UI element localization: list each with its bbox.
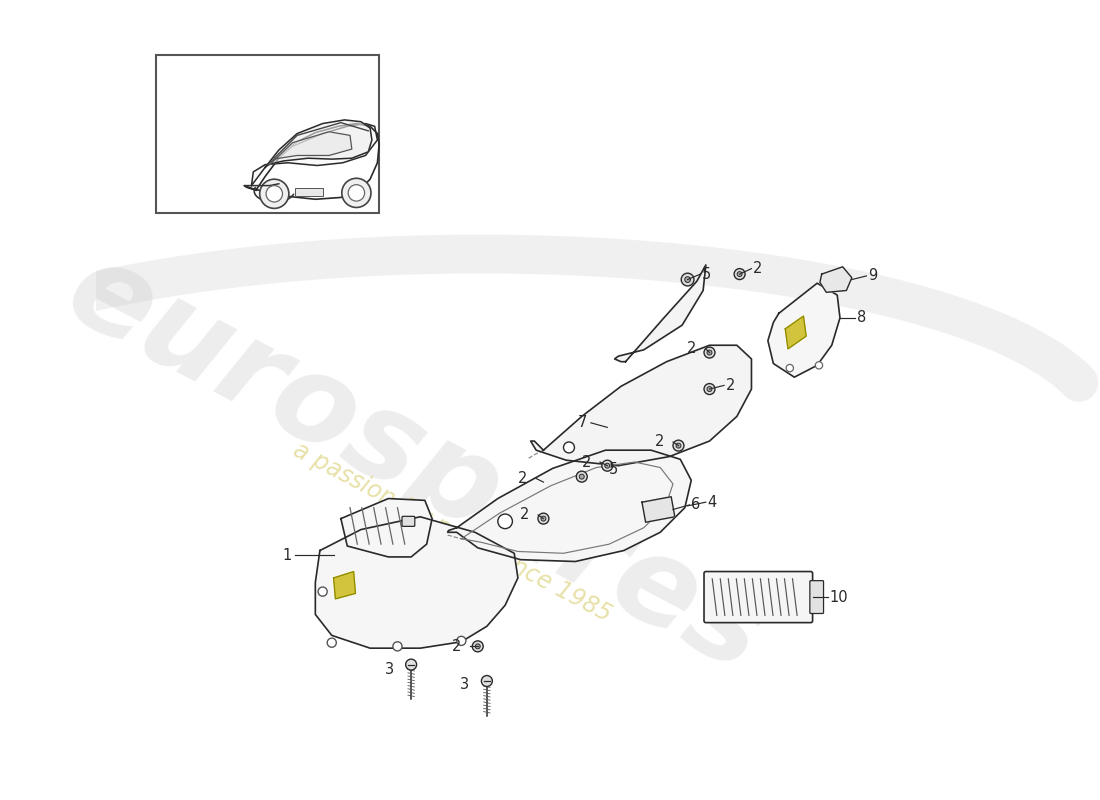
Polygon shape — [642, 497, 674, 522]
Circle shape — [676, 443, 681, 448]
Text: 9: 9 — [868, 269, 878, 283]
Circle shape — [538, 513, 549, 524]
Circle shape — [393, 642, 402, 651]
Circle shape — [734, 269, 745, 279]
Circle shape — [266, 186, 283, 202]
Text: 3: 3 — [385, 662, 394, 677]
Circle shape — [707, 350, 712, 355]
Text: 4: 4 — [707, 494, 717, 510]
Polygon shape — [270, 132, 352, 165]
Text: 8: 8 — [857, 310, 867, 326]
Circle shape — [318, 587, 327, 596]
Text: 2: 2 — [754, 261, 762, 276]
Circle shape — [605, 463, 609, 468]
Circle shape — [673, 440, 684, 451]
Circle shape — [704, 383, 715, 394]
Text: 3: 3 — [460, 677, 469, 692]
Circle shape — [456, 636, 466, 646]
Text: 10: 10 — [829, 590, 848, 605]
Text: 2: 2 — [519, 507, 529, 522]
Circle shape — [260, 179, 289, 208]
Circle shape — [327, 638, 337, 647]
Polygon shape — [820, 266, 851, 292]
Circle shape — [475, 644, 481, 649]
Text: 2: 2 — [688, 342, 696, 357]
Circle shape — [576, 471, 587, 482]
Circle shape — [541, 516, 546, 521]
Bar — [295, 188, 322, 196]
Polygon shape — [530, 346, 751, 466]
Text: 2: 2 — [518, 471, 527, 486]
Circle shape — [342, 178, 371, 207]
Polygon shape — [252, 123, 377, 186]
FancyBboxPatch shape — [704, 571, 813, 622]
Text: 5: 5 — [702, 266, 712, 282]
Text: a passion for parts since 1985: a passion for parts since 1985 — [289, 438, 615, 626]
Circle shape — [472, 641, 483, 652]
Text: 5: 5 — [609, 462, 618, 477]
Circle shape — [786, 365, 793, 372]
Circle shape — [707, 386, 712, 391]
Polygon shape — [333, 571, 355, 599]
Text: 2: 2 — [452, 639, 461, 654]
Circle shape — [349, 185, 364, 201]
Circle shape — [498, 514, 513, 529]
Polygon shape — [316, 517, 518, 648]
FancyBboxPatch shape — [402, 516, 415, 526]
Text: 7: 7 — [578, 415, 587, 430]
Text: 6: 6 — [691, 498, 701, 513]
Text: 1: 1 — [283, 548, 292, 562]
Polygon shape — [265, 120, 372, 167]
Polygon shape — [768, 283, 840, 377]
Circle shape — [737, 272, 742, 277]
Circle shape — [681, 273, 694, 286]
FancyBboxPatch shape — [810, 581, 824, 614]
Text: 2: 2 — [726, 378, 735, 393]
Polygon shape — [341, 498, 432, 557]
Circle shape — [580, 474, 584, 479]
Polygon shape — [615, 265, 706, 362]
Circle shape — [704, 347, 715, 358]
Circle shape — [482, 675, 493, 686]
Text: eurospares: eurospares — [47, 231, 784, 697]
Text: 2: 2 — [582, 454, 591, 470]
Circle shape — [406, 659, 417, 670]
Circle shape — [563, 442, 574, 453]
Polygon shape — [785, 316, 806, 349]
Polygon shape — [448, 450, 691, 562]
Text: 2: 2 — [654, 434, 664, 450]
Bar — [156, 55, 380, 213]
Circle shape — [815, 362, 823, 369]
Circle shape — [602, 460, 613, 471]
Circle shape — [684, 277, 691, 282]
